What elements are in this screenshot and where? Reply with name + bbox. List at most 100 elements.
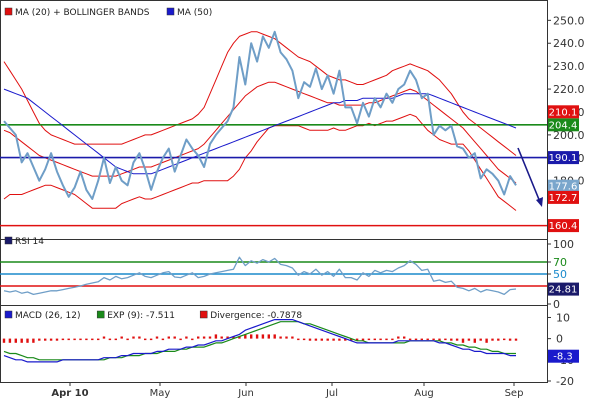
macd-divergence-bar: [385, 338, 388, 341]
macd-divergence-bar: [455, 338, 459, 341]
macd-divergence-bar: [214, 334, 218, 339]
rsi-y-tick-label: 50: [553, 268, 567, 281]
macd-divergence-bar: [8, 338, 12, 343]
macd-tag-text: -8.3: [553, 352, 573, 363]
macd-divergence-bar: [197, 336, 200, 339]
macd-divergence-bar: [379, 338, 382, 341]
macd-divergence-bar: [497, 338, 500, 341]
macd-divergence-bar: [202, 336, 206, 339]
macd-divergence-bar: [191, 338, 194, 341]
macd-divergence-bar: [514, 338, 518, 341]
macd-legend-swatch: [4, 310, 13, 319]
price-tag: 177.6: [548, 179, 579, 193]
macd-divergence-bar: [355, 338, 359, 341]
macd-divergence-bar: [44, 338, 47, 341]
ma50-line: [3, 88, 517, 175]
macd-divergence-bar: [49, 338, 53, 341]
month-label: Aug: [414, 388, 434, 399]
macd-divergence-bar: [350, 338, 353, 341]
macd-divergence-bar: [373, 338, 376, 341]
macd-divergence-bar: [255, 334, 259, 339]
lower-bollinger-band-line: [3, 113, 517, 211]
macd-divergence-bar: [2, 338, 6, 343]
macd-divergence-bar: [344, 338, 347, 341]
price-legend-label: MA (50): [177, 8, 212, 18]
price-level-tag-text: 204.4: [549, 120, 578, 131]
macd-divergence-bar: [155, 336, 159, 339]
price-tag-box: [548, 105, 579, 119]
price-y-tick-label: 230.0: [553, 60, 585, 73]
month-label: May: [150, 388, 171, 399]
price-level-tag-text: 160.4: [549, 221, 578, 232]
macd-divergence-bar: [114, 338, 117, 341]
macd-divergence-bar: [408, 338, 412, 341]
rsi-y-tick-label: 0: [553, 298, 560, 311]
macd-divergence-bar: [126, 338, 129, 341]
price-y-tick-label: 240.0: [553, 37, 585, 50]
macd-divergence-bar: [161, 338, 165, 341]
macd-divergence-bar: [426, 338, 429, 341]
macd-divergence-bar: [244, 334, 247, 339]
macd-divergence-bar: [279, 336, 282, 339]
macd-divergence-bar: [208, 336, 212, 339]
rsi-tag-box: [548, 282, 579, 296]
month-label: Jul: [325, 388, 338, 399]
macd-divergence-bar: [403, 336, 406, 339]
macd-legend-swatch: [96, 310, 105, 319]
macd-divergence-bar: [120, 336, 123, 339]
macd-divergence-bar: [503, 338, 506, 341]
macd-divergence-bar: [26, 338, 29, 343]
macd-divergence-bar: [450, 338, 453, 341]
month-label: Apr 10: [51, 388, 88, 399]
macd-divergence-bar: [438, 338, 441, 341]
macd-divergence-bar: [261, 334, 265, 339]
macd-divergence-bar: [138, 336, 141, 339]
macd-y-tick-label: 0: [556, 333, 563, 346]
price-tag: 172.7: [548, 190, 579, 204]
rsi-tag-text: 24.81: [549, 285, 578, 296]
rsi-tag: 24.81: [548, 282, 579, 296]
macd-series-lines: [2, 319, 518, 363]
macd-divergence-bar: [167, 336, 170, 339]
rsi-legend-label: RSI 14: [15, 237, 44, 247]
upper-bollinger-band-line: [3, 31, 517, 156]
price-level-tag-box: [548, 219, 579, 233]
month-label: Jun: [237, 388, 254, 399]
macd-divergence-bar: [79, 338, 82, 341]
price-tag-text: 172.7: [549, 193, 578, 204]
macd-divergence-bar: [108, 338, 112, 341]
macd-divergence-bar: [485, 338, 488, 343]
macd-divergence-bar: [320, 338, 323, 341]
macd-legend-label: MACD (26, 12): [15, 311, 81, 321]
macd-divergence-bar: [432, 338, 435, 341]
price-legend-swatch: [166, 7, 175, 16]
macd-divergence-bar: [97, 338, 100, 341]
trend-arrow-icon: [517, 147, 541, 203]
price-level-tag: 160.4: [548, 219, 579, 233]
macd-divergence-bar: [55, 338, 59, 341]
macd-divergence-bar: [91, 338, 94, 341]
macd-legend-swatch: [199, 310, 208, 319]
price-y-tick-label: 250.0: [553, 14, 585, 27]
macd-divergence-bar: [291, 336, 294, 339]
macd-divergence-bar: [338, 338, 341, 341]
macd-divergence-bar: [220, 336, 223, 339]
macd-divergence-bar: [38, 338, 41, 341]
macd-divergence-bar: [250, 334, 253, 339]
month-label: Sep: [505, 388, 524, 399]
price-y-tick-label: 200.0: [553, 129, 585, 142]
macd-divergence-bar: [420, 338, 423, 341]
macd-legend-label: EXP (9): -7.511: [107, 311, 175, 321]
macd-divergence-bar: [461, 338, 465, 343]
macd-divergence-bar: [20, 338, 23, 343]
macd-panel-frame: [0, 305, 548, 383]
macd-divergence-bar: [302, 338, 306, 341]
price-level-tag: 204.4: [548, 118, 579, 132]
month-axis: Apr 10 May Jun Jul Aug Sep: [51, 382, 523, 399]
macd-divergence-bar: [473, 338, 476, 343]
price-tag: 210.1: [548, 105, 579, 119]
trend-arrowhead-icon: [536, 197, 543, 207]
rsi-y-tick-label: 100: [553, 238, 574, 251]
price-series-lines: [3, 30, 517, 200]
